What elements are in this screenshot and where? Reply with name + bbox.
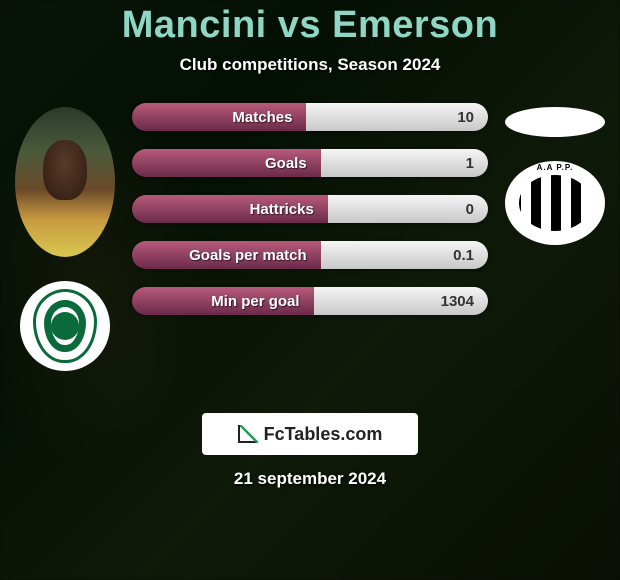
stat-label: Goals per match: [132, 241, 321, 269]
stat-label: Min per goal: [132, 287, 314, 315]
crest-text: A.A P.P.: [505, 163, 605, 172]
stat-value: 0.1: [321, 241, 488, 269]
stat-value: 1: [321, 149, 488, 177]
stat-bar: Min per goal 1304: [132, 287, 488, 315]
content-container: Mancini vs Emerson Club competitions, Se…: [0, 0, 620, 580]
brand-label: FcTables.com: [264, 424, 383, 445]
stat-value: 1304: [314, 287, 488, 315]
club-crest-right: A.A P.P.: [505, 161, 605, 245]
stat-bar: Matches 10: [132, 103, 488, 131]
stat-label: Goals: [132, 149, 321, 177]
stat-value: 10: [306, 103, 488, 131]
stat-label: Hattricks: [132, 195, 328, 223]
stat-label: Matches: [132, 103, 306, 131]
date-label: 21 september 2024: [0, 469, 620, 489]
subtitle: Club competitions, Season 2024: [0, 55, 620, 75]
stats-bars: Matches 10 Goals 1 Hattricks 0 Goals per…: [120, 103, 500, 315]
stat-bar: Hattricks 0: [132, 195, 488, 223]
crest-shield-icon: [33, 289, 97, 363]
page-title: Mancini vs Emerson: [0, 4, 620, 47]
right-column: A.A P.P.: [500, 103, 610, 245]
crest-center-icon: [51, 312, 79, 340]
player-avatar-right: [505, 107, 605, 137]
brand-link[interactable]: FcTables.com: [202, 413, 418, 455]
chart-logo-icon: [238, 425, 258, 443]
stat-bar: Goals 1: [132, 149, 488, 177]
stat-bar: Goals per match 0.1: [132, 241, 488, 269]
comparison-row: Matches 10 Goals 1 Hattricks 0 Goals per…: [0, 103, 620, 371]
stat-value: 0: [328, 195, 488, 223]
player-avatar-left: [15, 107, 115, 257]
club-crest-left: [20, 281, 110, 371]
left-column: [10, 103, 120, 371]
